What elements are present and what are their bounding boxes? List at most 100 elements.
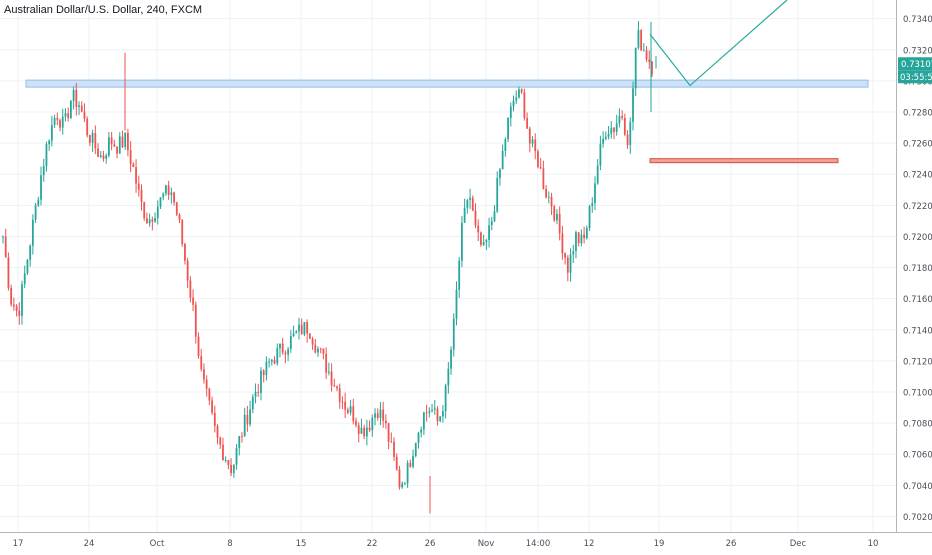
candle-body xyxy=(26,259,29,274)
candle-body xyxy=(186,260,189,281)
candle-body xyxy=(224,460,227,461)
candle-body xyxy=(12,304,15,307)
resistance-zone[interactable] xyxy=(25,79,869,88)
candle-body xyxy=(124,132,127,148)
x-tick-label: 15 xyxy=(296,539,307,549)
candle-body xyxy=(181,220,184,244)
candle-body xyxy=(243,414,246,437)
candle-body xyxy=(303,322,306,335)
candle-body xyxy=(528,128,531,144)
candle-body xyxy=(634,47,637,89)
x-tick-label: Nov xyxy=(478,539,495,549)
candle-body xyxy=(632,88,634,122)
candle-body xyxy=(447,368,450,386)
candle-body xyxy=(311,338,314,345)
candle-body xyxy=(230,464,233,474)
candle-body xyxy=(417,432,420,444)
candle-body xyxy=(569,254,572,273)
projection xyxy=(649,0,788,87)
chart-title: Australian Dollar/U.S. Dollar, 240, FXCM xyxy=(4,4,203,16)
candle-body xyxy=(537,151,539,168)
candle-body xyxy=(287,349,290,355)
candle-body xyxy=(371,417,374,431)
candle-body xyxy=(137,183,140,190)
candle-body xyxy=(480,232,482,245)
candle-body xyxy=(338,388,341,402)
candle-body xyxy=(189,280,192,298)
projection-line[interactable] xyxy=(649,0,788,87)
candle-body xyxy=(499,169,501,179)
candle-body xyxy=(116,146,118,154)
candle-body xyxy=(23,273,26,285)
x-tick-label: 19 xyxy=(654,539,665,549)
candle-body xyxy=(268,361,271,363)
candle-body xyxy=(308,333,311,339)
candle-body xyxy=(197,336,200,357)
candle-body xyxy=(642,50,645,52)
candle-body xyxy=(390,441,393,443)
candle-body xyxy=(596,165,599,184)
candle-body xyxy=(431,409,433,412)
candle-body xyxy=(135,167,137,184)
candle-body xyxy=(452,318,455,350)
candle-body xyxy=(325,353,328,373)
candle-body xyxy=(414,443,417,456)
candle-body xyxy=(67,113,70,118)
candle-body xyxy=(222,444,224,461)
candle-body xyxy=(466,199,469,208)
candle-body xyxy=(613,127,615,132)
candle-body xyxy=(583,234,586,239)
x-tick-label: Dec xyxy=(790,539,807,549)
candle-body xyxy=(175,202,178,215)
candle-body xyxy=(48,140,51,145)
candle-body xyxy=(344,401,347,410)
candle-body xyxy=(40,175,42,200)
candle-body xyxy=(165,185,167,194)
candle-body xyxy=(572,251,575,255)
candle-body xyxy=(241,436,243,437)
candle-body xyxy=(504,139,507,151)
candle-body xyxy=(482,242,485,245)
candle-body xyxy=(110,137,113,145)
candle-body xyxy=(336,386,338,389)
candle-body xyxy=(542,168,545,189)
candle-body xyxy=(341,401,344,403)
candle-body xyxy=(425,412,428,414)
candle-body xyxy=(99,155,102,157)
candle-body xyxy=(129,150,132,164)
candle-body xyxy=(474,210,477,226)
candle-body xyxy=(2,236,4,238)
last-price-badge xyxy=(898,57,932,71)
candle-body xyxy=(471,197,474,211)
candle-body xyxy=(640,30,643,51)
candle-body xyxy=(384,420,387,424)
candle-body xyxy=(97,148,99,157)
candle-body xyxy=(436,408,439,422)
candle-body xyxy=(113,144,116,147)
countdown-badge xyxy=(898,70,932,84)
zones xyxy=(25,79,869,164)
candle-body xyxy=(379,409,382,418)
candle-body xyxy=(102,155,105,159)
candle-body xyxy=(50,124,53,141)
candle-body xyxy=(284,352,287,355)
countdown-label: 03:55:54 xyxy=(900,73,932,83)
x-tick-label: 26 xyxy=(425,539,436,549)
candle-body xyxy=(75,89,78,107)
support-zone[interactable] xyxy=(649,158,839,164)
candle-body xyxy=(564,253,567,258)
candle-body xyxy=(444,385,447,412)
candle-body xyxy=(205,379,208,389)
candle-body xyxy=(276,348,279,364)
candle-body xyxy=(607,133,610,137)
candle-body xyxy=(463,207,466,223)
price-badges: 0.73107 03:55:54 xyxy=(898,57,932,84)
candle-body xyxy=(94,133,97,149)
